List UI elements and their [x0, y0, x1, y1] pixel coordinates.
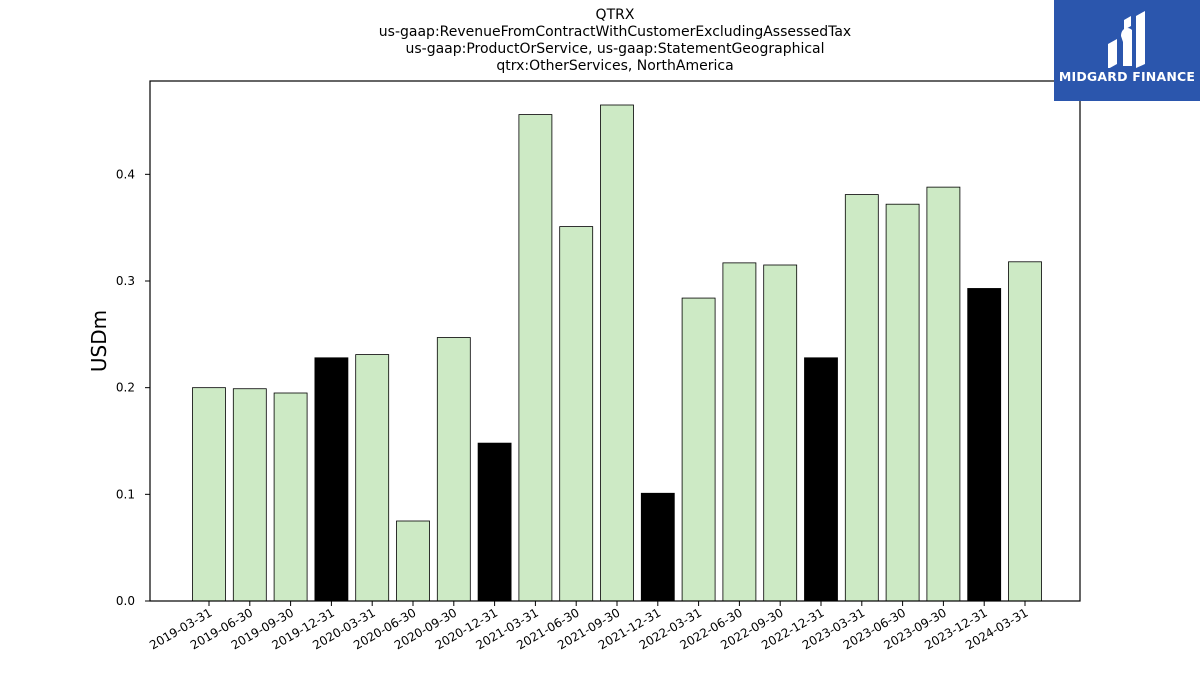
plot-frame — [149, 80, 1081, 602]
brand-name: MIDGARD FINANCE — [1058, 69, 1196, 84]
bar-2023-06-30 — [885, 203, 920, 602]
chart-title: QTRX us-gaap:RevenueFromContractWithCust… — [150, 7, 1080, 75]
y-axis-label: USDm — [87, 310, 111, 372]
y-tick-label: 0.3 — [116, 274, 135, 288]
bar-2023-03-31 — [844, 194, 879, 602]
midgard-logo-icon — [1108, 11, 1145, 68]
bar-2019-03-31 — [192, 387, 226, 602]
bar-2021-06-30 — [559, 226, 594, 602]
brand-logo: MIDGARD FINANCE — [1054, 0, 1200, 101]
bar-2020-09-30 — [436, 337, 471, 602]
bar-2023-09-30 — [926, 186, 961, 602]
bar-2019-09-30 — [273, 392, 308, 602]
chart-title-line-3: us-gaap:ProductOrService, us-gaap:Statem… — [405, 41, 825, 57]
bar-2022-09-30 — [763, 264, 798, 602]
y-tick-label: 0.4 — [116, 167, 135, 181]
bar-2019-06-30 — [232, 388, 267, 602]
bar-2022-06-30 — [722, 262, 757, 602]
bar-2021-03-31 — [518, 114, 553, 602]
y-tick-label: 0.2 — [116, 381, 135, 395]
chart-title-line-2: us-gaap:RevenueFromContractWithCustomerE… — [378, 24, 852, 40]
bar-2022-12-31 — [804, 357, 838, 602]
chart-title-line-1: QTRX — [595, 7, 635, 23]
bar-2020-03-31 — [355, 354, 390, 602]
bar-2024-03-31 — [1008, 261, 1042, 602]
bars-group — [192, 104, 1042, 602]
bar-2020-12-31 — [477, 442, 512, 602]
bar-2022-03-31 — [681, 297, 716, 602]
bar-2021-09-30 — [600, 104, 634, 602]
y-tick-label: 0.0 — [116, 594, 135, 608]
chart-title-line-4: qtrx:OtherServices, NorthAmerica — [496, 58, 734, 74]
bar-2020-06-30 — [396, 520, 430, 602]
bar-2021-12-31 — [640, 492, 675, 602]
bar-2019-12-31 — [314, 357, 349, 602]
y-tick-label: 0.1 — [116, 487, 135, 501]
bar-2023-12-31 — [967, 288, 1002, 602]
